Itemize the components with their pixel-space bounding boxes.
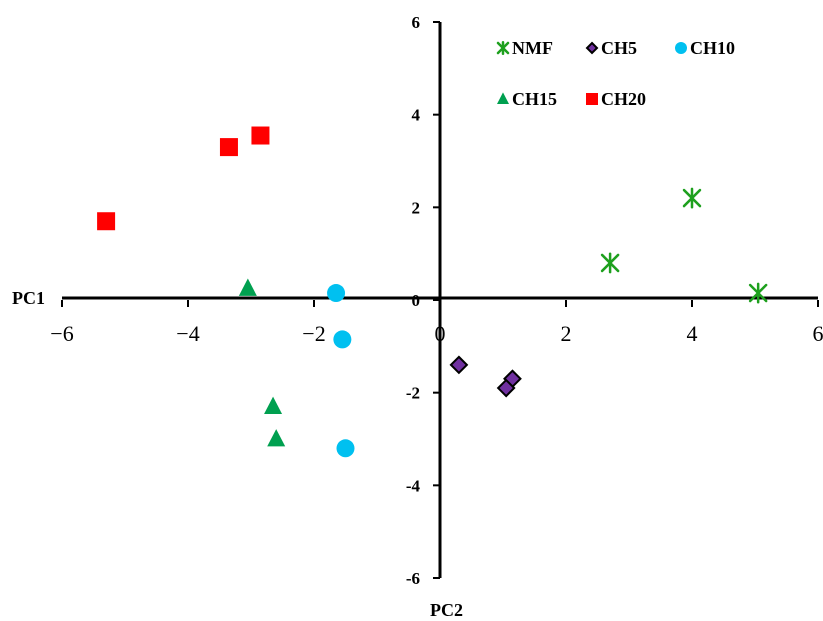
y-tick-label: -2 (406, 384, 420, 403)
legend-label-ch20: CH20 (601, 89, 646, 109)
data-point-ch5 (449, 355, 469, 375)
data-point-ch10 (336, 439, 355, 458)
legend-label-ch5: CH5 (601, 38, 637, 58)
data-point-ch15 (264, 396, 283, 414)
legend-item-ch15: CH15 (497, 89, 557, 109)
x-tick-label: −4 (176, 321, 199, 346)
data-point-ch20 (219, 138, 238, 157)
legend-label-ch15: CH15 (512, 89, 557, 109)
y-tick-label: 6 (412, 13, 421, 32)
ticks (61, 21, 819, 579)
legend: NMF CH5 CH10 CH15 CH20 (496, 38, 735, 109)
legend-label-nmf: NMF (512, 38, 553, 58)
y-tick-label: 2 (412, 198, 421, 217)
x-tick-label: 4 (687, 321, 698, 346)
data-points (97, 126, 768, 458)
x-tick-label: −2 (302, 321, 325, 346)
x-axis-title: PC1 (12, 288, 45, 308)
series-ch5 (449, 355, 522, 398)
data-point-ch20 (251, 126, 270, 145)
data-point-ch10 (333, 330, 352, 349)
data-point-ch5 (496, 378, 516, 398)
legend-marker-ch20 (586, 93, 598, 105)
series-ch10 (327, 284, 355, 458)
tick-labels: −6 −4 −2 0 2 4 6 -6 -4 -2 0 2 4 6 (50, 13, 823, 588)
legend-item-ch5: CH5 (585, 38, 637, 58)
legend-item-ch20: CH20 (586, 89, 646, 109)
y-tick-label: -6 (406, 569, 420, 588)
data-point-ch10 (327, 284, 346, 303)
data-point-ch15 (267, 429, 286, 447)
legend-item-ch10: CH10 (675, 38, 735, 58)
data-point-ch15 (238, 278, 257, 296)
data-point-nmf (682, 187, 702, 209)
data-point-nmf (748, 282, 768, 304)
x-tick-label: −6 (50, 321, 73, 346)
legend-label-ch10: CH10 (690, 38, 735, 58)
legend-marker-ch5 (585, 41, 599, 55)
x-tick-label: 0 (435, 321, 446, 346)
legend-item-nmf: NMF (496, 38, 553, 58)
series-nmf (600, 187, 768, 304)
y-tick-label: 0 (412, 291, 421, 310)
series-ch20 (97, 126, 270, 231)
legend-marker-ch10 (675, 42, 687, 54)
legend-marker-ch15 (497, 92, 509, 104)
data-point-nmf (600, 252, 620, 274)
y-tick-label: 4 (412, 106, 421, 125)
legend-marker-nmf (496, 41, 510, 55)
series-ch15 (238, 278, 286, 447)
data-point-ch20 (97, 212, 116, 231)
y-axis-title: PC2 (430, 600, 463, 620)
y-tick-label: -4 (406, 476, 421, 495)
x-tick-label: 6 (813, 321, 823, 346)
x-tick-label: 2 (561, 321, 572, 346)
